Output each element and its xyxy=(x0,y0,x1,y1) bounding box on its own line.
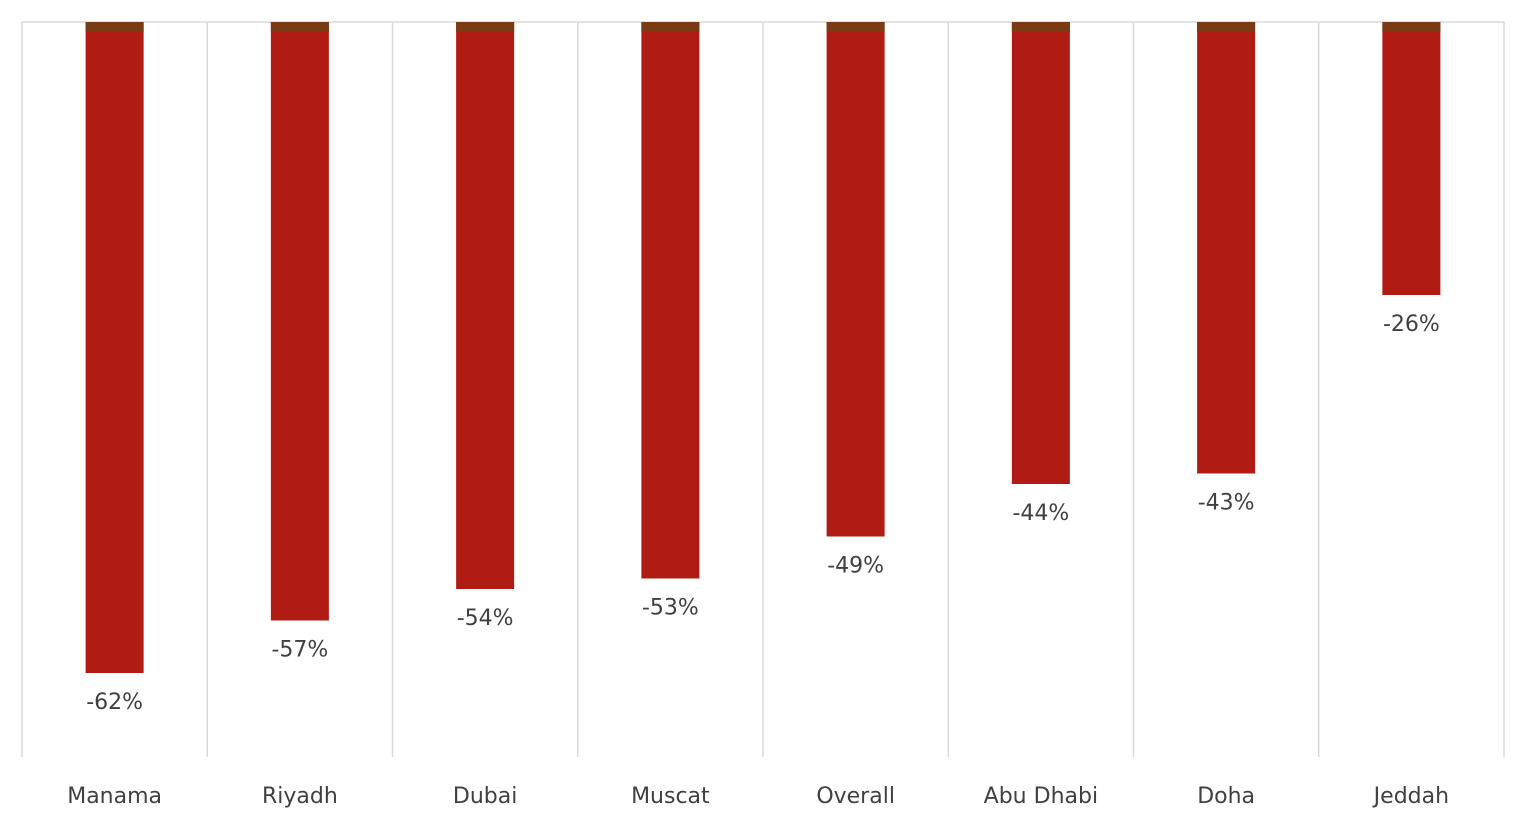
bar xyxy=(641,22,700,579)
value-label: -49% xyxy=(827,554,884,579)
bar xyxy=(1382,22,1441,295)
value-label: -54% xyxy=(457,606,514,631)
bar-cap xyxy=(1197,22,1256,32)
x-tick-label: Manama xyxy=(67,784,162,809)
value-label: -26% xyxy=(1383,312,1440,337)
bar xyxy=(1011,22,1070,484)
x-tick-label: Jeddah xyxy=(1372,784,1449,809)
bar xyxy=(270,22,329,621)
value-label: -62% xyxy=(86,690,143,715)
x-tick-label: Abu Dhabi xyxy=(984,784,1098,809)
bar-cap xyxy=(826,22,885,32)
value-label: -57% xyxy=(271,638,328,663)
x-tick-label: Overall xyxy=(816,784,895,809)
x-tick-label: Doha xyxy=(1197,784,1255,809)
bar-cap xyxy=(1011,22,1070,32)
bar xyxy=(85,22,144,673)
bar xyxy=(1197,22,1256,474)
value-label: -53% xyxy=(642,596,699,621)
bar-cap xyxy=(270,22,329,32)
x-tick-label: Dubai xyxy=(453,784,517,809)
x-tick-label: Riyadh xyxy=(262,784,338,809)
bar-cap xyxy=(1382,22,1441,32)
bar xyxy=(456,22,515,589)
x-tick-label: Muscat xyxy=(631,784,710,809)
value-label: -44% xyxy=(1012,501,1069,526)
bar-cap xyxy=(456,22,515,32)
value-label: -43% xyxy=(1198,491,1255,516)
bar-cap xyxy=(85,22,144,32)
bar xyxy=(826,22,885,537)
bar-cap xyxy=(641,22,700,32)
